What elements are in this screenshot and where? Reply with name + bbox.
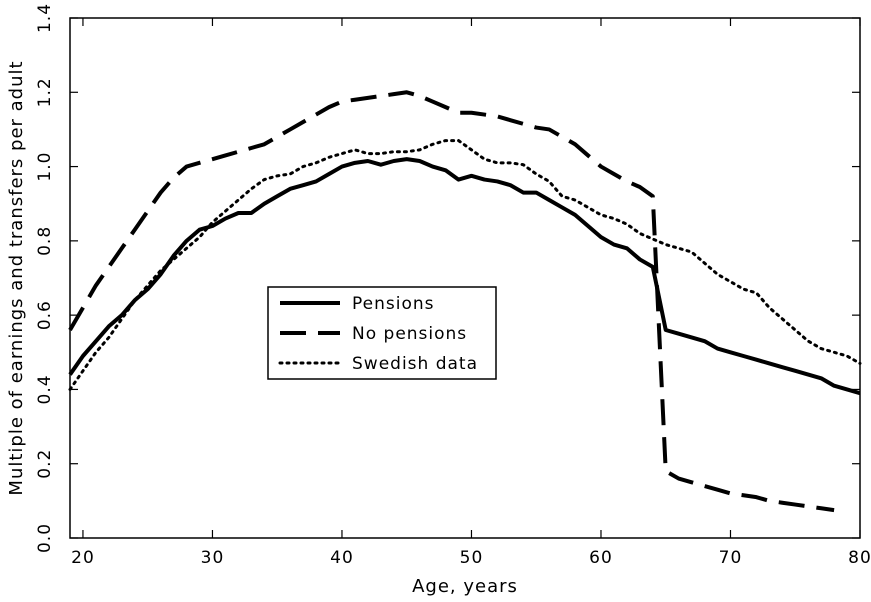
y-tick-label: 0.2 (35, 449, 55, 479)
x-axis-title: Age, years (412, 576, 518, 597)
series-line (68, 90, 835, 513)
legend-label: Swedish data (352, 354, 478, 374)
legend-label: Pensions (352, 294, 435, 314)
y-tick-label: 0.6 (35, 300, 55, 330)
y-tick-label: 0.4 (35, 374, 55, 404)
x-tick-label: 80 (848, 548, 871, 568)
x-tick-label: 50 (460, 548, 484, 568)
x-tick-label: 70 (719, 548, 743, 568)
y-tick-label: 1.2 (35, 77, 55, 107)
plot-frame (69, 17, 861, 539)
x-tick-label: 20 (71, 548, 95, 568)
legend-label: No pensions (352, 324, 467, 344)
y-axis-title: Multiple of earnings and transfers per a… (6, 60, 27, 495)
series-line (68, 139, 862, 391)
series-line (68, 157, 861, 396)
x-tick-label: 30 (201, 548, 225, 568)
y-tick-label: 1.4 (35, 3, 55, 33)
y-tick-label: 0.8 (35, 226, 55, 256)
y-tick-label: 1.0 (35, 152, 55, 182)
y-tick-label: 0.0 (35, 523, 55, 553)
x-tick-label: 40 (330, 548, 354, 568)
x-tick-label: 60 (589, 548, 613, 568)
